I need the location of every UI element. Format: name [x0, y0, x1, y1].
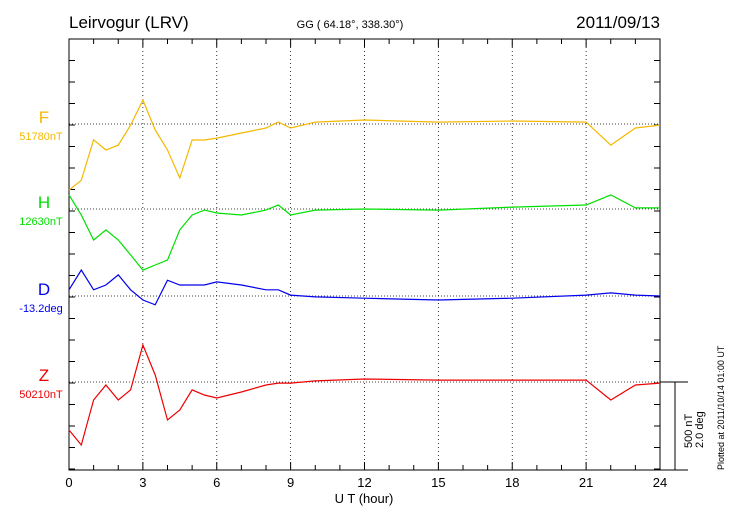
- series-name-h: H: [38, 193, 50, 212]
- series-baseline-d: -13.2deg: [19, 303, 62, 315]
- series-line-d: [68, 268, 661, 306]
- series-baseline-z: 50210nT: [19, 389, 63, 401]
- scale-label-nt: 500 nT: [683, 413, 695, 448]
- plotted-note: Plotted at 2011/10/14 01:00 UT: [716, 345, 726, 470]
- scale-label-deg: 2.0 deg: [694, 411, 706, 448]
- x-tick-label: 6: [213, 475, 220, 490]
- series-baseline-f: 51780nT: [19, 131, 63, 143]
- chart-date: 2011/09/13: [576, 13, 660, 32]
- x-axis-label: U T (hour): [335, 491, 394, 506]
- x-tick-label: 24: [653, 475, 667, 490]
- series-line-f: [68, 98, 661, 191]
- series-baseline-h: 12630nT: [19, 216, 63, 228]
- series-name-d: D: [38, 280, 50, 299]
- x-tick-label: 12: [357, 475, 371, 490]
- chart-title: Leirvogur (LRV): [69, 13, 189, 32]
- x-tick-label: 21: [579, 475, 593, 490]
- series-name-z: Z: [39, 366, 49, 385]
- x-tick-label: 15: [431, 475, 445, 490]
- x-tick-label: 18: [505, 475, 519, 490]
- x-tick-label: 9: [287, 475, 294, 490]
- series-line-z: [68, 343, 661, 447]
- x-tick-label: 3: [139, 475, 146, 490]
- series-line-h: [68, 194, 660, 271]
- x-tick-label: 0: [65, 475, 72, 490]
- chart-subtitle: GG ( 64.18°, 338.30°): [297, 19, 404, 31]
- series-name-f: F: [39, 108, 49, 127]
